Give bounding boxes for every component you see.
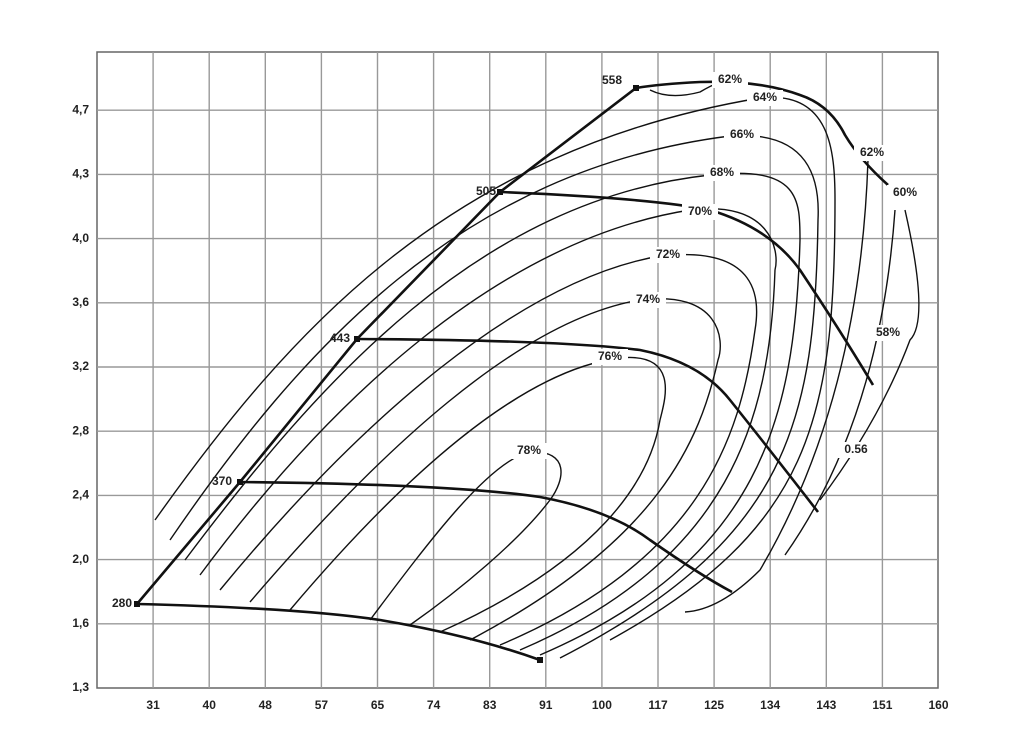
efficiency-label: 66% [730,127,754,141]
efficiency-contour [154,96,836,641]
efficiency-label: 60% [893,185,917,199]
label-bg [511,443,547,459]
speed-line [136,602,541,662]
efficiency-label: 74% [636,292,660,306]
point [354,336,360,342]
point [237,479,243,485]
efficiency-contour [369,451,562,626]
x-tick-label: 151 [872,698,892,712]
label-bg [887,185,923,201]
point [497,189,503,195]
x-tick-label: 134 [760,698,780,712]
label-bg [712,72,748,88]
x-tick-label: 100 [592,698,612,712]
x-tick-label: 31 [146,698,160,712]
x-tick-label: 48 [259,698,273,712]
label-bg [870,325,906,341]
efficiency-contour [289,356,667,633]
speed-label: 443 [330,331,350,345]
efficiency-contour [784,209,896,556]
label-bg [592,349,628,365]
y-tick-label: 4,0 [72,231,89,245]
speed-label: 505 [476,184,496,198]
efficiency-label: 70% [688,204,712,218]
plot-area [96,51,939,689]
efficiency-contour [249,298,721,641]
x-tick-label: 125 [704,698,724,712]
point [134,601,140,607]
x-tick-label: 91 [539,698,553,712]
label-bg [747,90,783,106]
x-tick-label: 143 [816,698,836,712]
efficiency-contour [199,208,777,651]
label-bg [838,442,874,458]
y-tick-label: 3,2 [72,359,89,373]
y-tick-label: 4,7 [72,102,89,116]
label-bg [704,165,740,181]
y-tick-label: 2,4 [72,488,89,502]
x-tick-label: 65 [371,698,385,712]
efficiency-label: 58% [876,325,900,339]
efficiency-contour [219,253,758,646]
point [633,85,639,91]
point [537,657,543,663]
efficiency-contour [169,134,819,659]
efficiency-contour [684,159,869,613]
x-tick-label: 117 [648,698,668,712]
efficiency-label: 62% [718,72,742,86]
label-bg [630,292,666,308]
efficiency-contour [184,172,801,656]
x-tick-label: 57 [315,698,329,712]
surge-line [136,80,889,605]
y-tick-label: 1,3 [72,680,89,694]
label-bg [724,127,760,143]
y-tick-label: 1,6 [72,616,89,630]
speed-label: 370 [212,474,232,488]
speed-label: 558 [602,73,622,87]
y-tick-label: 2,0 [72,552,89,566]
y-tick-label: 4,3 [72,167,89,181]
efficiency-label: 68% [710,165,734,179]
y-tick-label: 3,6 [72,295,89,309]
efficiency-label: 62% [860,145,884,159]
y-tick-label: 2,8 [72,423,89,437]
efficiency-label: 72% [656,247,680,261]
speed-label: 280 [112,596,132,610]
speed-line [239,480,733,594]
x-tick-label: 74 [427,698,441,712]
x-tick-label: 160 [928,698,948,712]
label-bg [650,247,686,263]
efficiency-label: 78% [517,443,541,457]
efficiency-label: 64% [753,90,777,104]
map-curves [136,80,920,662]
label-bg [682,204,718,220]
efficiency-label: 76% [598,349,622,363]
efficiency-label: 0.56 [844,442,868,456]
speed-line [356,337,820,513]
x-tick-label: 83 [483,698,497,712]
speed-line [499,190,875,386]
x-tick-label: 40 [203,698,217,712]
label-bg [854,145,890,161]
